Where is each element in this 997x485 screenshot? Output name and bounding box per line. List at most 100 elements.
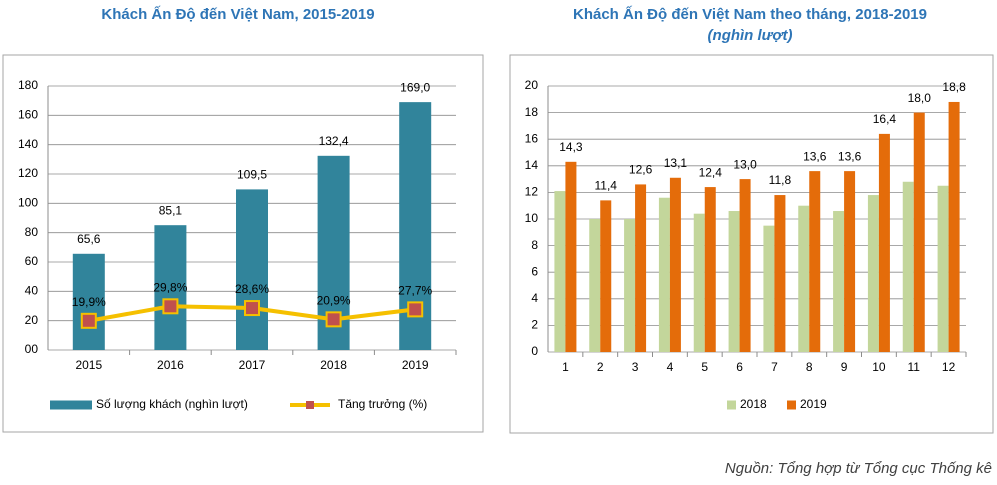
- y-tick-label: 0: [531, 344, 538, 358]
- x-tick-label: 4: [667, 360, 674, 374]
- y-tick-label: 2: [531, 318, 538, 332]
- data-label: 18,0: [908, 91, 932, 105]
- bar: [589, 219, 601, 352]
- data-label: 109,5: [237, 168, 267, 182]
- y-tick-label: 60: [25, 254, 39, 268]
- bar: [154, 225, 187, 350]
- bar: [739, 179, 751, 352]
- y-tick-label: 18: [525, 105, 539, 119]
- chart-title: Khách Ấn Độ đến Việt Nam theo tháng, 201…: [573, 6, 927, 23]
- y-tick-label: 100: [18, 196, 38, 210]
- x-tick-label: 1: [562, 360, 569, 374]
- x-tick-label: 12: [942, 360, 956, 374]
- y-tick-label: 6: [531, 264, 538, 278]
- y-tick-label: 180: [18, 78, 38, 92]
- legend-swatch: [727, 400, 736, 410]
- x-tick-label: 2: [597, 360, 604, 374]
- data-label: 18,8: [942, 80, 966, 94]
- y-tick-label: 40: [25, 284, 39, 298]
- bar: [624, 219, 636, 352]
- legend-swatch: [787, 400, 796, 410]
- x-tick-label: 2017: [239, 358, 266, 372]
- x-tick-label: 6: [736, 360, 743, 374]
- bar: [763, 225, 775, 352]
- x-tick-label: 2016: [157, 358, 184, 372]
- bar: [878, 133, 890, 352]
- bar: [867, 195, 879, 352]
- bar: [833, 211, 845, 352]
- bar: [844, 171, 856, 352]
- data-label: 20,9%: [317, 294, 351, 308]
- y-tick-label: 8: [531, 238, 538, 252]
- x-tick-label: 5: [701, 360, 708, 374]
- data-label: 13,1: [664, 156, 688, 170]
- data-label: 12,4: [699, 165, 723, 179]
- x-tick-label: 3: [632, 360, 639, 374]
- bar: [72, 253, 105, 350]
- y-tick-label: 00: [25, 342, 39, 356]
- data-label: 28,6%: [235, 282, 269, 296]
- bar: [635, 184, 647, 352]
- data-label: 27,7%: [398, 284, 432, 298]
- data-label: 11,4: [595, 179, 618, 193]
- line-marker: [407, 301, 424, 318]
- bar: [774, 195, 786, 352]
- bar: [236, 189, 268, 350]
- line-marker: [80, 312, 97, 329]
- data-label: 132,4: [319, 134, 349, 148]
- x-tick-label: 8: [806, 360, 813, 374]
- y-tick-label: 12: [525, 185, 539, 199]
- bar: [902, 181, 914, 352]
- bar: [937, 185, 949, 352]
- y-tick-label: 120: [18, 166, 38, 180]
- data-label: 13,0: [733, 157, 757, 171]
- line-marker: [162, 298, 179, 315]
- x-tick-label: 10: [872, 360, 886, 374]
- legend-label: Số lượng khách (nghìn lượt): [96, 397, 248, 411]
- data-label: 169,0: [400, 80, 430, 94]
- bar: [693, 213, 705, 352]
- legend-swatch: [50, 400, 92, 410]
- data-label: 12,6: [629, 163, 653, 177]
- bar: [798, 205, 810, 352]
- legend-label: 2018: [740, 397, 767, 411]
- y-tick-label: 80: [25, 225, 39, 239]
- legend-swatch: [306, 401, 314, 409]
- data-label: 19,9%: [72, 295, 106, 309]
- x-tick-label: 2018: [320, 358, 347, 372]
- data-label: 13,6: [838, 149, 862, 163]
- data-label: 11,8: [769, 173, 792, 187]
- bar: [913, 112, 925, 352]
- bar: [600, 200, 612, 352]
- chart-title: Khách Ấn Độ đến Việt Nam, 2015-2019: [101, 6, 374, 23]
- y-tick-label: 10: [525, 211, 539, 225]
- x-tick-label: 7: [771, 360, 778, 374]
- y-tick-label: 20: [525, 78, 539, 92]
- data-label: 29,8%: [153, 280, 187, 294]
- x-tick-label: 9: [841, 360, 848, 374]
- bar: [565, 161, 577, 352]
- bar: [554, 191, 566, 352]
- y-tick-label: 14: [525, 158, 539, 172]
- bar: [658, 197, 670, 352]
- x-tick-label: 11: [908, 360, 921, 374]
- data-label: 65,6: [77, 232, 101, 246]
- chart-subtitle: (nghìn lượt): [708, 27, 793, 44]
- x-tick-label: 2019: [402, 358, 429, 372]
- bar: [728, 211, 740, 352]
- y-tick-label: 160: [18, 108, 38, 122]
- bar: [948, 101, 960, 353]
- source-note: Nguồn: Tổng hợp từ Tổng cục Thống kê: [725, 460, 992, 477]
- y-tick-label: 20: [25, 313, 39, 327]
- data-label: 85,1: [159, 203, 183, 217]
- legend-label: 2019: [800, 397, 827, 411]
- line-marker: [244, 300, 260, 317]
- legend-label: Tăng trưởng (%): [338, 397, 427, 411]
- x-tick-label: 2015: [75, 358, 102, 372]
- data-label: 16,4: [873, 112, 897, 126]
- y-tick-label: 4: [531, 291, 538, 305]
- data-label: 13,6: [803, 149, 827, 163]
- bar: [704, 187, 716, 352]
- line-marker: [325, 311, 342, 328]
